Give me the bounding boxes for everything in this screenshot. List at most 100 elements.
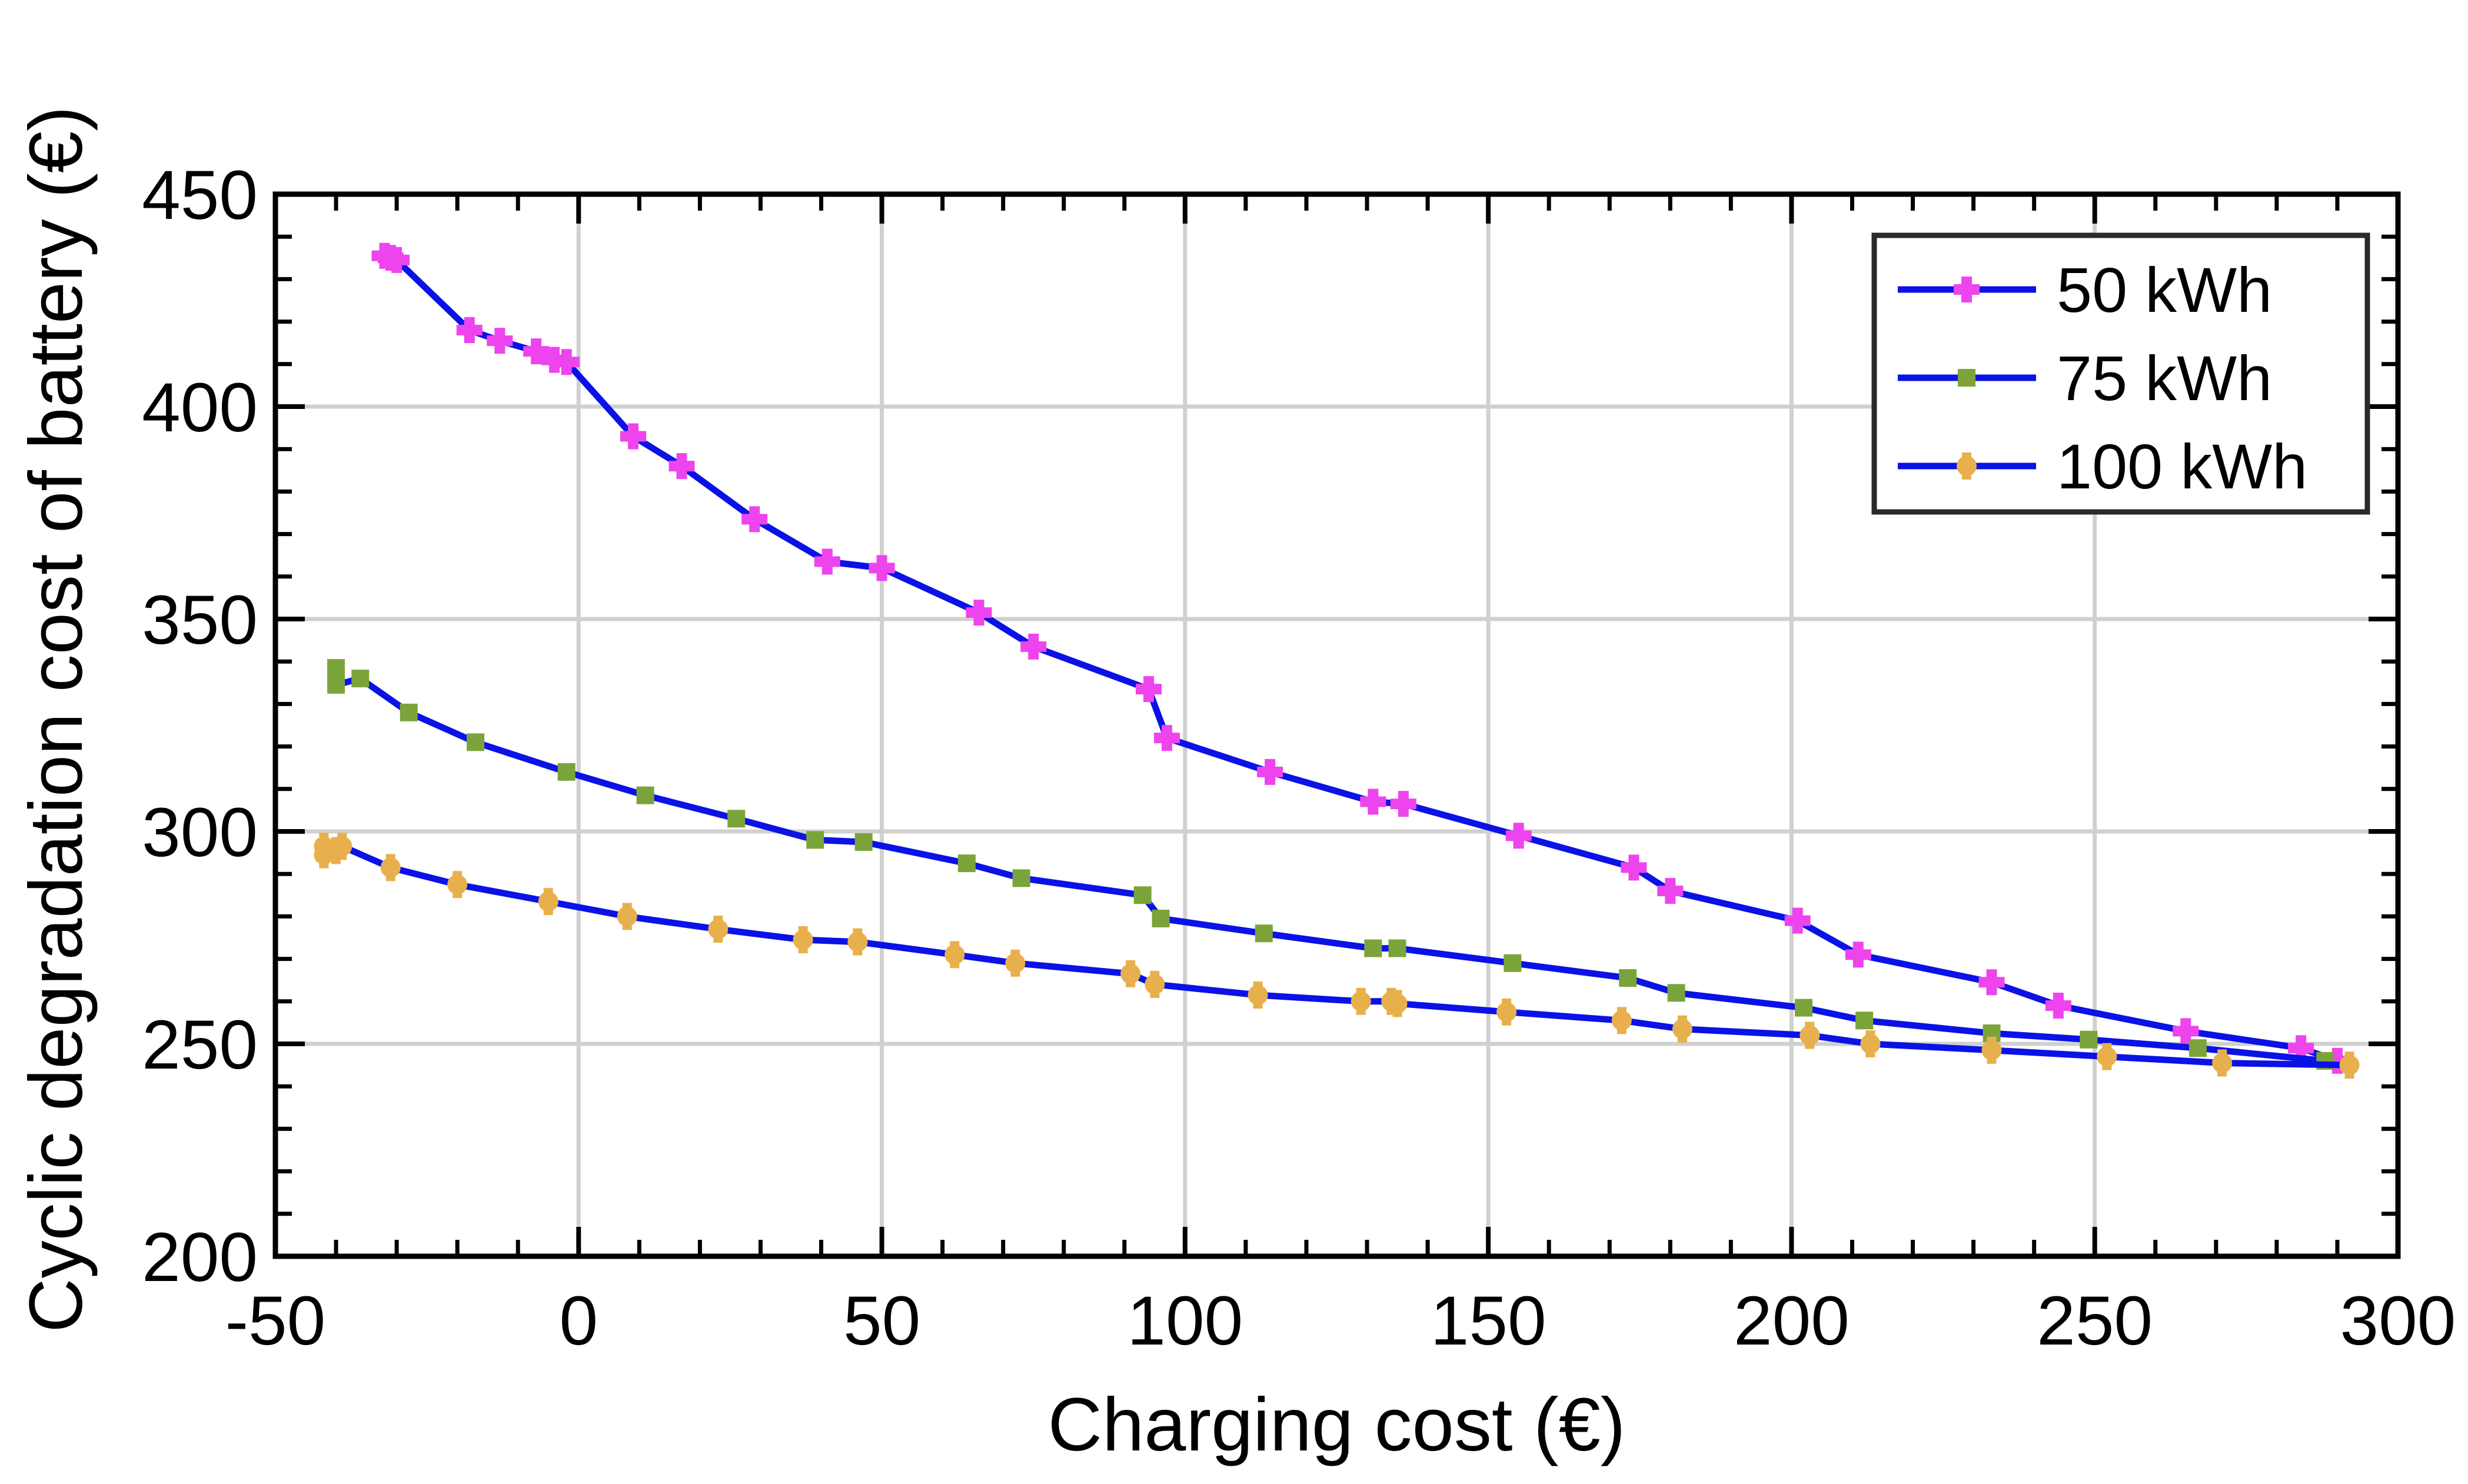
legend-item: 75 kWh (1898, 342, 2272, 414)
data-point-marker-cap (1392, 990, 1402, 1017)
data-point-marker-cap (1805, 1022, 1815, 1049)
data-point-marker (400, 703, 418, 721)
y-axis-label: Cyclic degradation cost of battery (€) (14, 106, 98, 1333)
data-point-marker (2288, 1035, 2314, 1062)
data-point-marker (727, 810, 746, 828)
data-point-marker (1364, 939, 1382, 957)
y-tick-label: 250 (142, 1006, 258, 1084)
data-point-marker (1020, 633, 1047, 660)
x-tick-label: 300 (2340, 1282, 2456, 1360)
series-50-kwh (371, 242, 2350, 1074)
data-point-marker-cap (1356, 987, 1366, 1015)
data-point-marker (2080, 1030, 2098, 1049)
data-point-marker (1388, 939, 1406, 957)
data-point-marker (1153, 725, 1180, 751)
legend-item: 100 kWh (1898, 431, 2307, 502)
data-point-marker-cap (453, 871, 463, 899)
legend-items: 50 kWh 75 kWh 100 kWh (1898, 254, 2307, 502)
data-point-marker (553, 349, 580, 375)
data-point-marker-cap (1253, 981, 1263, 1009)
y-tick-label: 350 (142, 581, 258, 659)
data-point-marker (1667, 984, 1685, 1002)
data-point-marker (1619, 969, 1637, 987)
data-point-marker (467, 733, 485, 751)
legend: 50 kWh 75 kWh 100 kWh (1871, 232, 2370, 515)
y-tick-label: 200 (142, 1219, 258, 1296)
series-line (332, 664, 2329, 1064)
data-point-marker (854, 833, 873, 851)
plot-frame (272, 191, 2401, 1259)
data-point-marker-cap (319, 841, 329, 869)
data-point-marker (327, 659, 345, 677)
data-point-marker (1978, 969, 2005, 996)
data-point-marker (741, 506, 768, 533)
data-point-marker (1255, 924, 1273, 943)
data-point-marker (966, 600, 992, 626)
legend-item: 50 kWh (1898, 254, 2272, 325)
legend-label: 50 kWh (2057, 254, 2272, 325)
data-point-marker-cap (1865, 1030, 1875, 1057)
x-tick-label: 0 (559, 1282, 598, 1360)
data-point-marker (1784, 907, 1811, 934)
data-point-marker (384, 247, 410, 273)
data-point-marker (1954, 277, 1980, 302)
x-tick-label: 50 (843, 1282, 920, 1360)
data-point-marker (1958, 369, 1975, 387)
data-point-marker (2045, 993, 2071, 1019)
data-point-marker-cap (337, 833, 347, 860)
data-point-marker (523, 338, 550, 365)
data-point-marker (487, 328, 513, 354)
data-point-marker (1621, 854, 1647, 881)
series-line (320, 843, 2353, 1069)
data-point-marker-cap (2217, 1049, 2227, 1077)
x-tick-label: 100 (1127, 1282, 1243, 1360)
data-point-marker-cap (1010, 949, 1020, 977)
data-point-marker (1855, 1011, 1874, 1030)
data-point-marker (2324, 1047, 2350, 1074)
x-tick-label: 200 (1734, 1282, 1850, 1360)
data-point-marker (1845, 941, 1871, 968)
data-point-marker-cap (1126, 960, 1136, 987)
x-tick-label: 150 (1431, 1282, 1546, 1360)
data-point-marker (351, 670, 370, 688)
y-tick-label: 450 (142, 157, 258, 234)
data-point-marker (1657, 878, 1684, 904)
data-point-marker (557, 763, 576, 781)
data-point-marker-cap (2102, 1043, 2112, 1070)
series-75-kwh (327, 659, 2334, 1070)
legend-label: 100 kWh (2057, 431, 2307, 502)
data-point-marker-cap (1150, 970, 1160, 998)
data-point-marker-cap (622, 903, 632, 930)
data-point-marker-cap (1677, 1015, 1687, 1043)
data-point-marker (869, 555, 895, 581)
data-point-marker (327, 676, 345, 694)
data-point-marker (1505, 823, 1532, 849)
data-point-marker-cap (1962, 452, 1971, 480)
data-point-marker-cap (853, 928, 863, 956)
data-point-marker-cap (1987, 1036, 1997, 1064)
data-point-marker (636, 786, 654, 804)
data-point-marker (957, 854, 976, 873)
data-point-marker (668, 453, 695, 480)
data-point-marker (1133, 886, 1152, 904)
y-tick-label: 400 (142, 369, 258, 447)
data-point-marker-cap (1616, 1007, 1627, 1034)
x-tick-label: -50 (225, 1282, 326, 1360)
data-series (314, 242, 2360, 1079)
data-point-marker-cap (950, 941, 960, 969)
data-point-marker (1012, 869, 1030, 887)
data-point-marker (1257, 758, 1283, 785)
series-100-kwh (314, 833, 2360, 1079)
x-axis-label: Charging cost (€) (1048, 1383, 1626, 1467)
data-point-marker-cap (385, 854, 395, 881)
data-point-marker-cap (1502, 998, 1512, 1026)
data-point-marker (814, 548, 840, 575)
data-point-marker-cap (713, 916, 723, 943)
data-point-marker (1795, 999, 1813, 1017)
data-point-marker-cap (543, 888, 553, 916)
data-point-marker (1136, 676, 1162, 703)
data-point-marker (1360, 788, 1386, 815)
legend-label: 75 kWh (2057, 342, 2272, 414)
